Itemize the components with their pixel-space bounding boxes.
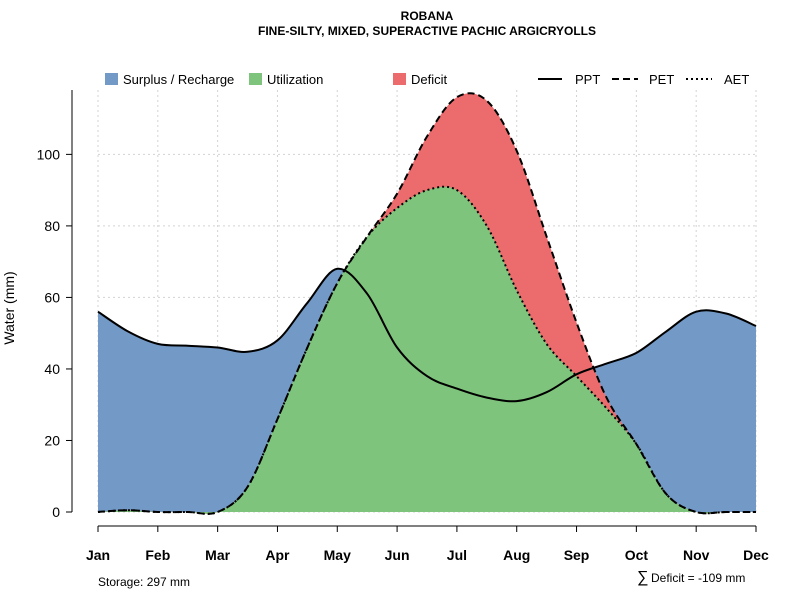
deficit-annotation: Deficit = -109 mm: [651, 571, 745, 585]
legend-label-deficit: Deficit: [411, 72, 448, 87]
y-tick-label: 60: [44, 289, 60, 305]
legend-label-aet: AET: [724, 72, 749, 87]
chart-subtitle: FINE-SILTY, MIXED, SUPERACTIVE PACHIC AR…: [258, 24, 596, 38]
series-lines: [97, 92, 757, 515]
legend-swatch-surplus: [105, 73, 118, 85]
legend-label-utilization: Utilization: [267, 72, 323, 87]
x-tick-label: May: [324, 547, 351, 563]
x-tick-label: Jun: [385, 547, 410, 563]
chart-title: ROBANA: [401, 9, 454, 23]
y-tick-label: 20: [44, 432, 60, 448]
x-tick-label: Nov: [683, 547, 710, 563]
x-tick-label: Oct: [625, 547, 649, 563]
legend-label-pet: PET: [649, 72, 674, 87]
y-tick-label: 40: [44, 361, 60, 377]
sum-symbol: ∑: [637, 569, 648, 586]
x-tick-label: Sep: [564, 547, 590, 563]
legend-label-surplus: Surplus / Recharge: [123, 72, 234, 87]
series-line-aet: [97, 185, 756, 515]
storage-annotation: Storage: 297 mm: [98, 575, 190, 589]
x-ticks: Jan Feb Mar Apr May Jun Jul Aug Sep Oct Nov Dec: [86, 526, 769, 563]
x-tick-label: Apr: [265, 547, 290, 563]
legend-swatch-utilization: [249, 73, 262, 85]
x-tick-label: Jul: [447, 547, 467, 563]
y-axis-label: Water (mm): [1, 271, 17, 344]
area-utilization: [98, 186, 756, 514]
x-tick-label: Dec: [743, 547, 769, 563]
x-tick-label: Feb: [145, 547, 170, 563]
x-tick-label: Mar: [205, 547, 230, 563]
x-tick-label: Aug: [503, 547, 530, 563]
legend-label-ppt: PPT: [575, 72, 600, 87]
series-line-ppt: [97, 267, 757, 403]
legend-swatch-deficit: [393, 73, 406, 85]
y-tick-label: 0: [52, 504, 60, 520]
y-tick-label: 100: [37, 146, 61, 162]
y-ticks: 0 20 40 60 80 100: [37, 146, 72, 520]
x-tick-label: Jan: [86, 547, 110, 563]
y-tick-label: 80: [44, 218, 60, 234]
areas: [98, 93, 756, 514]
legend: Surplus / Recharge Utilization Deficit P…: [105, 72, 749, 87]
